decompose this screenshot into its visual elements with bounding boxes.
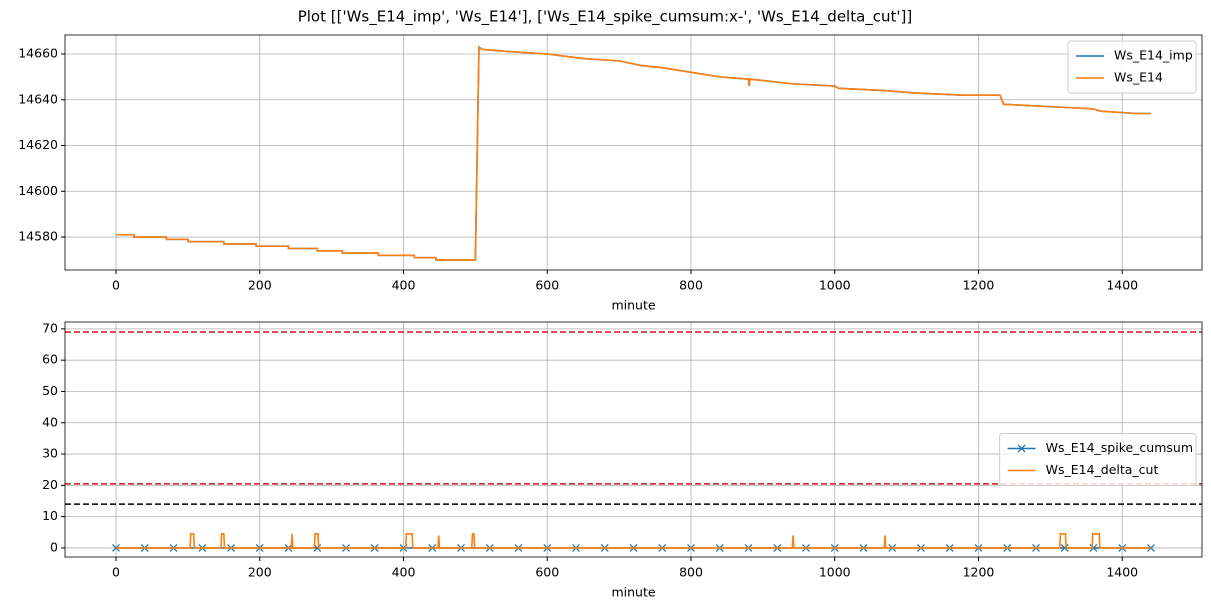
- y-tick-label: 14580: [18, 229, 58, 244]
- x-tick-label: 0: [112, 278, 120, 293]
- marker: [1060, 543, 1069, 552]
- y-tick-label: 60: [42, 352, 58, 367]
- y-tick-label: 14600: [18, 183, 58, 198]
- figure-title: Plot [['Ws_E14_imp', 'Ws_E14'], ['Ws_E14…: [298, 8, 913, 27]
- y-tick-label: 70: [42, 320, 58, 335]
- x-tick-label: 200: [248, 278, 272, 293]
- y-tick-label: 14660: [18, 45, 58, 60]
- series-line: [116, 533, 1151, 549]
- x-tick-label: 1000: [819, 278, 851, 293]
- y-tick-label: 40: [42, 414, 58, 429]
- y-tick-label: 14620: [18, 137, 58, 152]
- y-tick-label: 0: [50, 539, 58, 554]
- legend-label: Ws_E14: [1114, 70, 1163, 85]
- legend: Ws_E14_imp Ws_E14: [1067, 40, 1197, 94]
- x-tick-label: 800: [679, 565, 703, 580]
- x-axis-label: minute: [611, 585, 655, 600]
- x-tick-label: 1200: [963, 565, 995, 580]
- x-tick-label: 1400: [1106, 565, 1138, 580]
- axes-frame: [64, 321, 1203, 558]
- series-line: [116, 45, 1151, 261]
- legend-label: Ws_E14_spike_cumsum: [1046, 440, 1193, 455]
- x-tick-label: 400: [392, 565, 416, 580]
- legend-frame: [1067, 40, 1197, 94]
- axes: 0 200 400 600 800 1000 1200 1400 0 10 20 30 40 50 60 70…: [42, 320, 1203, 600]
- x-tick-label: 800: [679, 278, 703, 293]
- y-tick-label: 50: [42, 383, 58, 398]
- axes-frame: [64, 34, 1203, 271]
- x-tick-label: 1200: [963, 278, 995, 293]
- legend-label: Ws_E14_delta_cut: [1046, 462, 1159, 477]
- x-tick-label: 600: [535, 565, 559, 580]
- x-tick-label: 400: [392, 278, 416, 293]
- legend-marker: [1017, 444, 1026, 453]
- series-line: [116, 45, 1151, 261]
- x-axis-label: minute: [611, 298, 655, 313]
- y-tick-label: 20: [42, 477, 58, 492]
- y-tick-label: 14640: [18, 91, 58, 106]
- x-tick-label: 200: [248, 565, 272, 580]
- marker: [112, 543, 120, 552]
- x-tick-label: 0: [112, 565, 120, 580]
- x-tick-label: 1400: [1106, 278, 1138, 293]
- y-tick-label: 30: [42, 446, 58, 461]
- legend: Ws_E14_spike_cumsum Ws_E14_delta_cut: [999, 433, 1197, 486]
- plot-area: [116, 45, 1151, 261]
- y-tick-label: 10: [42, 508, 58, 523]
- legend-frame: [999, 433, 1197, 486]
- legend-label: Ws_E14_imp: [1114, 48, 1193, 63]
- marker: [1089, 543, 1098, 552]
- x-tick-label: 1000: [819, 565, 851, 580]
- axes: 0 200 400 600 800 1000 1200 1400 14580 14600 14620…: [18, 34, 1203, 313]
- x-tick-label: 600: [535, 278, 559, 293]
